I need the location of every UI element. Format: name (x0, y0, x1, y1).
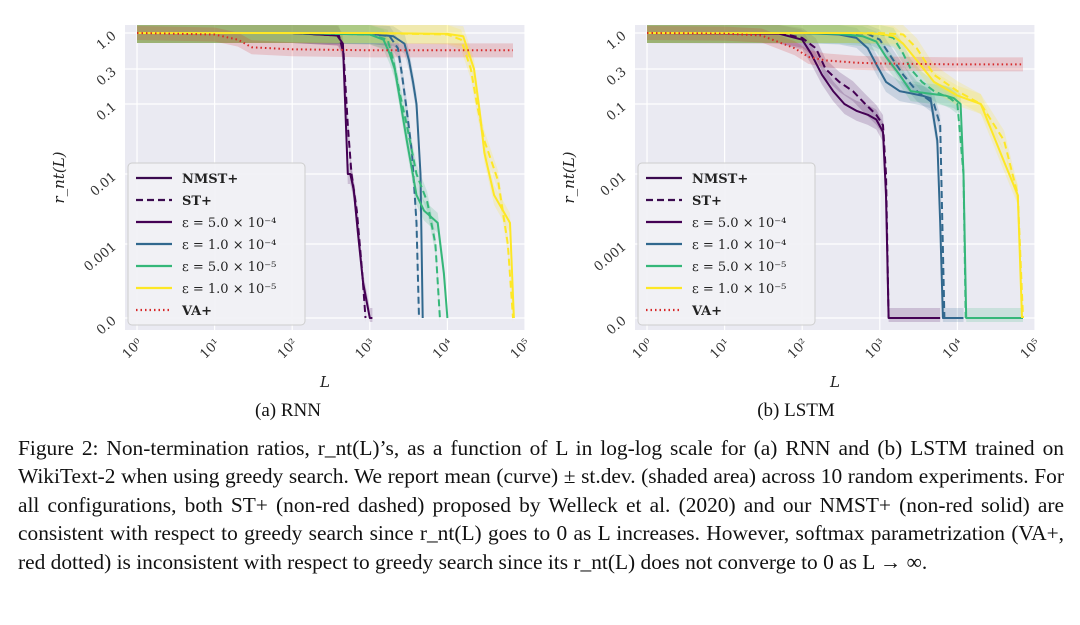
lstm-xtick-label-1: 10¹ (707, 336, 733, 362)
lstm-ytick-label-4: 0.001 (591, 240, 629, 275)
lstm-legend-label-5: ε = 1.0 × 10⁻⁵ (692, 282, 786, 297)
lstm-legend-label-0: NMST+ (692, 172, 748, 187)
lstm-series-1 (647, 32, 890, 319)
rnn-ytick-label-0: 1.0 (94, 29, 119, 54)
lstm-series-4 (647, 32, 1023, 319)
figure-caption: Figure 2: Non-termination ratios, r_nt(L… (18, 436, 1064, 574)
rnn-xtick-label-2: 10² (275, 336, 301, 362)
rnn-series-7 (137, 32, 514, 319)
lstm-ytick-label-0: 1.0 (604, 29, 629, 54)
rnn-legend-label-6: VA+ (181, 304, 212, 319)
lstm-ytick-label-3: 0.01 (598, 170, 630, 200)
rnn-legend-label-2: ε = 5.0 × 10⁻⁴ (182, 216, 276, 231)
rnn-xtick-label-1: 10¹ (197, 336, 223, 362)
rnn-ytick-label-1: 0.3 (94, 65, 119, 90)
lstm-legend-label-1: ST+ (692, 194, 722, 209)
lstm-xtick-label-5: 10⁵ (1018, 336, 1044, 362)
rnn-xtick-label-4: 10⁴ (430, 336, 456, 362)
lstm-xaxis-label: L (829, 373, 840, 391)
lstm-ytick-label-2: 0.1 (604, 100, 629, 125)
rnn-xtick-label-0: 10⁰ (120, 336, 146, 362)
lstm-legend-label-2: ε = 5.0 × 10⁻⁴ (692, 216, 786, 231)
rnn-legend-label-5: ε = 1.0 × 10⁻⁵ (182, 282, 276, 297)
panel-lstm: 1.0 0.3 0.1 0.01 0.001 0.0 10⁰ 10¹ 10² 10³ 10⁴ 10⁵ L… (550, 0, 1050, 400)
rnn-ytick-label-2: 0.1 (94, 100, 119, 125)
rnn-legend-label-3: ε = 1.0 × 10⁻⁴ (182, 238, 276, 253)
lstm-series-2 (647, 32, 964, 319)
subcaption-rnn: (a) RNN (255, 400, 321, 421)
lstm-xtick-label-3: 10³ (863, 336, 889, 362)
lstm-band-8 (647, 26, 1023, 72)
rnn-legend-label-4: ε = 5.0 × 10⁻⁵ (182, 260, 276, 275)
rnn-legend-box (127, 162, 306, 326)
rnn-xtick-label-3: 10³ (353, 336, 379, 362)
rnn-ytick-label-4: 0.001 (81, 240, 119, 275)
rnn-legend-label-0: NMST+ (182, 172, 238, 187)
lstm-yaxis-label: r_nt(L) (560, 151, 578, 203)
lstm-series-0 (646, 32, 941, 319)
lstm-legend-label-6: VA+ (691, 304, 722, 319)
lstm-legend-box (637, 162, 816, 326)
rnn-xtick-label-5: 10⁵ (508, 336, 534, 362)
lstm-legend: NMST+ ST+ ε = 5.0 × 10⁻⁴ ε = 1.0 × 10⁻⁴ ε = … (637, 162, 816, 326)
rnn-series-5 (137, 32, 441, 319)
rnn-legend-label-1: ST+ (182, 194, 212, 209)
lstm-xtick-label-2: 10² (785, 336, 811, 362)
rnn-series-8 (136, 32, 513, 52)
lstm-ytick-label-5: 0.0 (604, 314, 629, 339)
lstm-series-3 (647, 32, 946, 319)
rnn-ytick-label-5: 0.0 (94, 314, 119, 339)
lstm-legend-label-3: ε = 1.0 × 10⁻⁴ (692, 238, 786, 253)
lstm-xtick-label-0: 10⁰ (630, 336, 656, 362)
rnn-legend: NMST+ ST+ ε = 5.0 × 10⁻⁴ ε = 1.0 × 10⁻⁴ ε = … (127, 162, 306, 326)
rnn-series-0 (137, 32, 373, 319)
rnn-xaxis-label: L (319, 373, 330, 391)
lstm-legend-label-4: ε = 5.0 × 10⁻⁵ (692, 260, 786, 275)
lstm-ytick-label-1: 0.3 (604, 65, 629, 90)
panel-rnn: 1.0 0.3 0.1 0.01 0.001 0.0 10⁰ 10¹ 10² 10³ 10⁴ 10⁵ L… (40, 0, 540, 400)
rnn-ytick-label-3: 0.01 (88, 170, 120, 200)
lstm-series-7 (647, 32, 1024, 319)
lstm-xtick-label-4: 10⁴ (940, 336, 966, 362)
rnn-yaxis-label: r_nt(L) (50, 151, 68, 203)
subcaption-lstm: (b) LSTM (757, 400, 835, 421)
